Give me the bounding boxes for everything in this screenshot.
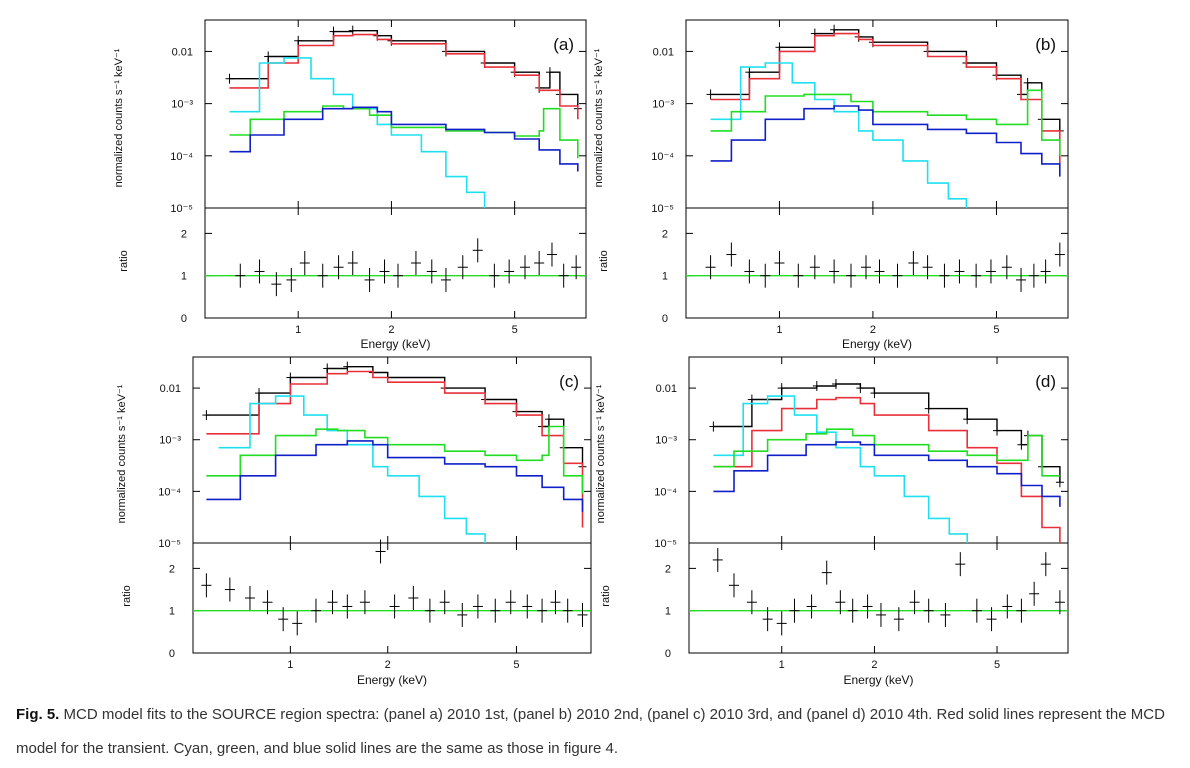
- upper-frame: [685, 19, 1069, 209]
- series-cyan: [710, 62, 968, 208]
- ratio-axis-label: ratio: [600, 585, 612, 606]
- series-black: [229, 30, 579, 109]
- y-tick-label: 10⁻³: [159, 435, 181, 447]
- series-blue: [206, 440, 584, 512]
- lower-frame: [204, 207, 587, 319]
- y-tick-label: 0.01: [172, 46, 193, 58]
- y-tick-label: 10⁻³: [655, 435, 677, 447]
- series-green: [206, 425, 584, 494]
- x-tick-label: 1: [295, 324, 301, 336]
- chart-panel-3: 0.01 10⁻³ 10⁻⁴ 10⁻⁵ 2 1 0 1 2 5 normalized counts …: [116, 356, 592, 687]
- figure-caption: Fig. 5. MCD model fits to the SOURCE reg…: [16, 698, 1176, 766]
- series-blue: [229, 106, 579, 172]
- upper-frame: [688, 356, 1069, 544]
- y-tick-label: 10⁻⁵: [170, 203, 193, 215]
- y-axis-label: normalized counts s⁻¹ keV⁻¹: [595, 384, 607, 523]
- ratio-tick-label: 0: [169, 648, 175, 660]
- x-tick-label: 2: [388, 324, 394, 336]
- series-blue: [713, 441, 1061, 507]
- series-green: [710, 89, 1061, 156]
- y-tick-label: 0.01: [656, 383, 677, 395]
- x-tick-label: 5: [993, 324, 999, 336]
- x-tick-label: 5: [513, 659, 519, 671]
- x-axis-label: Energy (keV): [360, 337, 430, 351]
- panel-label: (b): [1035, 35, 1056, 54]
- lower-frame: [688, 542, 1069, 654]
- y-axis-label: normalized counts s⁻¹ keV⁻¹: [116, 384, 128, 523]
- y-tick-label: 10⁻⁵: [158, 538, 181, 550]
- ratio-axis-label: ratio: [118, 250, 130, 271]
- x-tick-label: 2: [870, 324, 876, 336]
- lower-frame: [685, 207, 1069, 319]
- chart-panel-2: 0.01 10⁻³ 10⁻⁴ 10⁻⁵ 2 1 0 1 2 5 normalized counts …: [593, 19, 1069, 351]
- series-black: [713, 383, 1061, 483]
- y-tick-label: 10⁻⁴: [170, 151, 193, 163]
- ratio-tick-label: 2: [181, 228, 187, 240]
- ratio-tick-label: 0: [181, 313, 187, 325]
- ratio-tick-label: 0: [662, 313, 668, 325]
- caption-label: Fig. 5.: [16, 706, 60, 723]
- series-cyan: [713, 395, 968, 543]
- x-tick-label: 1: [779, 659, 785, 671]
- series-red: [229, 33, 579, 120]
- chart-panel-4: 0.01 10⁻³ 10⁻⁴ 10⁻⁵ 2 1 0 1 2 5 normalized counts …: [595, 356, 1069, 687]
- ratio-tick-label: 1: [665, 606, 671, 618]
- series-blue: [710, 105, 1061, 177]
- x-axis-label: Energy (keV): [843, 673, 913, 687]
- series-red: [710, 32, 1061, 164]
- x-tick-label: 5: [994, 659, 1000, 671]
- lower-frame: [192, 542, 592, 654]
- chart-panel-1: 0.01 10⁻³ 10⁻⁴ 10⁻⁵ 2 1 0 1 2 5 normalized counts …: [113, 19, 587, 351]
- ratio-tick-label: 2: [662, 228, 668, 240]
- x-axis-label: Energy (keV): [842, 337, 912, 351]
- x-axis-label: Energy (keV): [357, 673, 427, 687]
- y-tick-label: 10⁻⁴: [158, 486, 181, 498]
- ratio-tick-label: 1: [662, 271, 668, 283]
- y-tick-label: 10⁻³: [171, 99, 193, 111]
- x-tick-label: 2: [871, 659, 877, 671]
- upper-frame: [204, 19, 587, 209]
- series-green: [713, 428, 1060, 477]
- x-tick-label: 2: [385, 659, 391, 671]
- panel-label: (a): [553, 35, 574, 54]
- ratio-tick-label: 0: [665, 648, 671, 660]
- x-tick-label: 5: [512, 324, 518, 336]
- caption-text: MCD model fits to the SOURCE region spec…: [16, 706, 1165, 757]
- y-axis-label: normalized counts s⁻¹ keV⁻¹: [593, 48, 605, 187]
- ratio-tick-label: 1: [181, 271, 187, 283]
- series-red: [206, 370, 584, 528]
- y-tick-label: 0.01: [160, 383, 181, 395]
- ratio-tick-label: 1: [169, 606, 175, 618]
- y-tick-label: 10⁻³: [652, 99, 674, 111]
- y-tick-label: 10⁻⁴: [654, 486, 677, 498]
- ratio-tick-label: 2: [169, 563, 175, 575]
- y-tick-label: 10⁻⁵: [651, 203, 674, 215]
- y-tick-label: 10⁻⁴: [651, 151, 674, 163]
- y-axis-label: normalized counts s⁻¹ keV⁻¹: [113, 48, 125, 187]
- series-red: [713, 396, 1061, 543]
- x-tick-label: 1: [776, 324, 782, 336]
- panel-label: (c): [559, 372, 579, 391]
- y-tick-label: 0.01: [653, 46, 674, 58]
- series-green: [229, 105, 579, 159]
- panel-label: (d): [1035, 372, 1056, 391]
- upper-frame: [192, 356, 592, 544]
- x-tick-label: 1: [287, 659, 293, 671]
- y-tick-label: 10⁻⁵: [654, 538, 677, 550]
- figure-canvas: 0.01 10⁻³ 10⁻⁴ 10⁻⁵ 2 1 0 1 2 5 normalized counts …: [113, 19, 1069, 687]
- ratio-axis-label: ratio: [598, 250, 610, 271]
- ratio-tick-label: 2: [665, 563, 671, 575]
- ratio-axis-label: ratio: [121, 585, 133, 606]
